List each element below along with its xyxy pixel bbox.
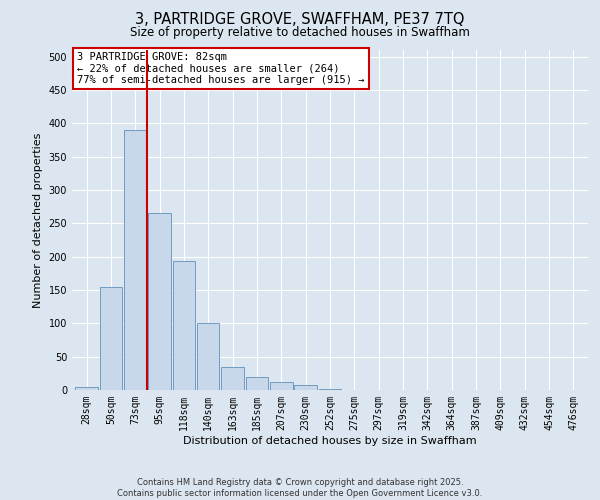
Bar [173, 262, 195, 390]
Bar [148, 214, 171, 390]
X-axis label: Distribution of detached houses by size in Swaffham: Distribution of detached houses by size … [183, 436, 477, 446]
Bar [124, 130, 146, 390]
Text: Size of property relative to detached houses in Swaffham: Size of property relative to detached ho… [130, 26, 470, 39]
Bar [270, 382, 293, 390]
Bar [246, 376, 268, 390]
Bar [221, 366, 244, 390]
Bar [319, 388, 341, 390]
Bar [197, 324, 220, 390]
Text: 3, PARTRIDGE GROVE, SWAFFHAM, PE37 7TQ: 3, PARTRIDGE GROVE, SWAFFHAM, PE37 7TQ [135, 12, 465, 28]
Bar [76, 386, 98, 390]
Bar [295, 384, 317, 390]
Y-axis label: Number of detached properties: Number of detached properties [33, 132, 43, 308]
Text: Contains HM Land Registry data © Crown copyright and database right 2025.
Contai: Contains HM Land Registry data © Crown c… [118, 478, 482, 498]
Text: 3 PARTRIDGE GROVE: 82sqm
← 22% of detached houses are smaller (264)
77% of semi-: 3 PARTRIDGE GROVE: 82sqm ← 22% of detach… [77, 52, 365, 85]
Bar [100, 286, 122, 390]
